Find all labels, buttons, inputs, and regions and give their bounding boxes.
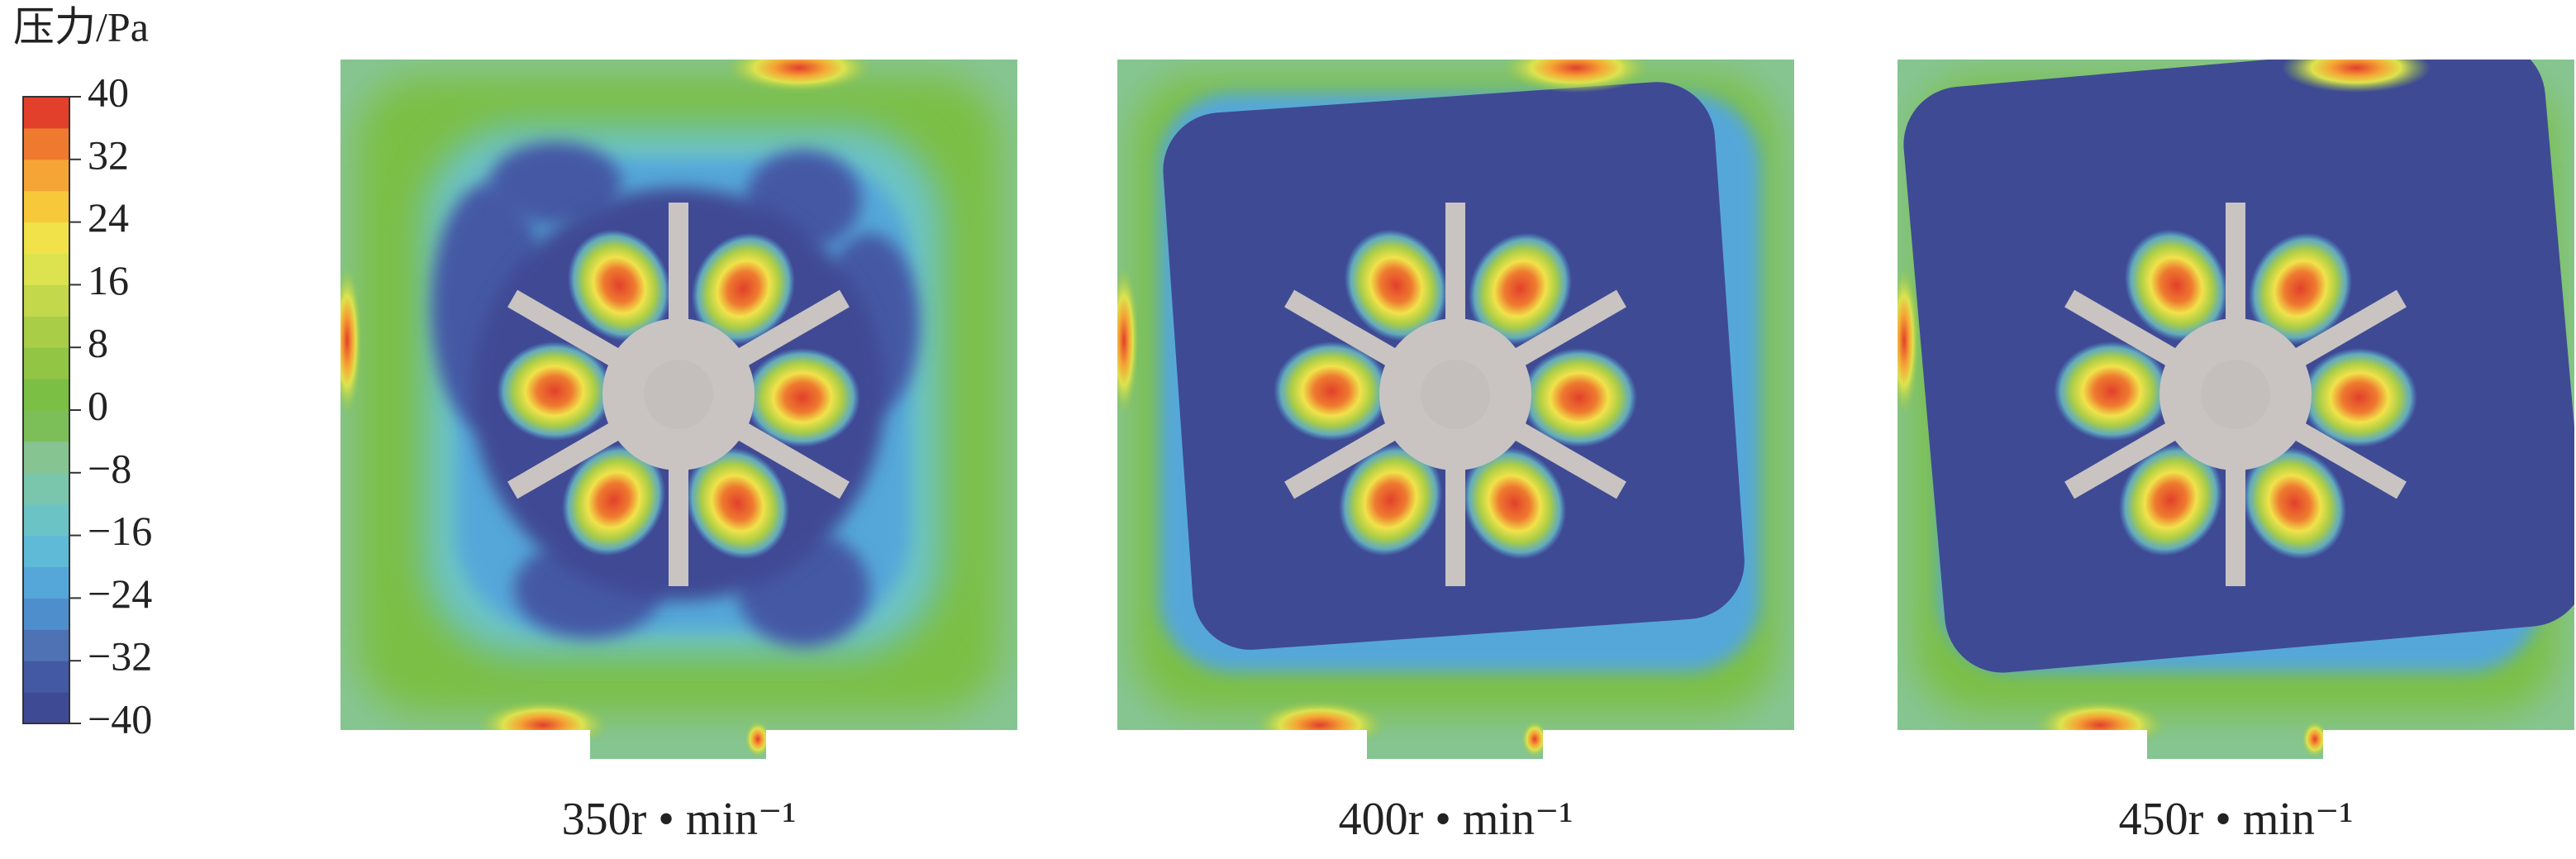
panels: 350r • min⁻¹ 400r • min⁻¹ 450r • min⁻¹: [340, 60, 2574, 845]
hotspot: [2118, 444, 2223, 556]
edge-hotspot: [2034, 700, 2166, 750]
colorbar: 40 32 24 16 8 0 −8 −16 −24 −32 −40: [22, 69, 152, 742]
color-band: [23, 316, 69, 348]
color-band: [23, 222, 69, 254]
tick-label: 32: [88, 131, 129, 178]
color-band: [23, 661, 69, 693]
low-region: [489, 142, 621, 225]
panel-label: 400r • min⁻¹: [1339, 794, 1574, 845]
hotspot: [1344, 229, 1449, 341]
color-band: [23, 347, 69, 379]
color-band: [23, 692, 69, 724]
hotspot: [2242, 447, 2347, 560]
color-band: [23, 253, 69, 285]
hotspot: [497, 341, 613, 441]
color-band: [23, 159, 69, 192]
tick-label: −32: [88, 633, 152, 680]
hotspot: [2248, 232, 2353, 345]
field: [1897, 60, 2574, 759]
color-band: [23, 410, 69, 442]
color-band: [23, 629, 69, 661]
hotspot: [561, 444, 666, 556]
hotspot: [1462, 447, 1567, 560]
hotspot: [2124, 229, 2229, 341]
color-band: [23, 441, 69, 474]
edge-hotspot: [2282, 60, 2431, 93]
color-band: [23, 379, 69, 411]
edge-hotspot: [477, 700, 609, 750]
contour-panel: 350r • min⁻¹: [340, 60, 1017, 845]
color-band: [23, 535, 69, 567]
tick-label: 40: [88, 69, 129, 115]
hotspot: [567, 229, 672, 341]
edge-hotspot: [1254, 700, 1386, 750]
edge-hotspot: [2302, 721, 2328, 757]
contour-panel: 400r • min⁻¹: [1117, 60, 1794, 845]
hotspot: [2054, 341, 2170, 441]
impeller-core: [2201, 360, 2270, 429]
edge-hotspot: [1897, 266, 1919, 415]
edge-hotspot: [340, 266, 362, 415]
color-band: [23, 503, 69, 537]
color-band: [23, 598, 69, 630]
edge-hotspot: [1521, 721, 1548, 757]
colorbar-title: 压力/Pa: [13, 3, 149, 50]
tick-label: −40: [88, 695, 152, 742]
tick-label: 24: [88, 194, 129, 241]
hotspot: [1338, 444, 1443, 556]
tick-label: 0: [88, 382, 108, 428]
hotspot: [2301, 347, 2417, 447]
color-band: [23, 566, 69, 599]
hotspot: [744, 347, 860, 447]
hotspot: [1468, 232, 1573, 345]
edge-hotspot: [1117, 266, 1139, 415]
tick-label: −24: [88, 570, 152, 617]
contour-panel: 450r • min⁻¹: [1897, 60, 2574, 845]
hotspot: [1521, 347, 1637, 447]
edge-hotspot: [745, 721, 771, 757]
tick-label: 8: [88, 320, 108, 366]
color-band: [23, 472, 69, 505]
panel-label: 350r • min⁻¹: [562, 794, 797, 845]
hotspot: [1274, 341, 1390, 441]
hotspot: [691, 232, 796, 345]
tick-label: −8: [88, 445, 131, 491]
edge-hotspot: [725, 60, 874, 93]
edge-hotspot: [1502, 60, 1650, 93]
color-band: [23, 284, 69, 317]
impeller-core: [644, 360, 713, 429]
tick-label: 16: [88, 257, 129, 303]
tick-label: −16: [88, 508, 152, 554]
color-band: [23, 190, 69, 223]
color-band: [23, 97, 69, 129]
field: [1117, 60, 1794, 759]
impeller-core: [1421, 360, 1490, 429]
hotspot: [685, 447, 790, 560]
panel-label: 450r • min⁻¹: [2119, 794, 2354, 845]
field: [340, 60, 1017, 759]
color-band: [23, 127, 69, 160]
